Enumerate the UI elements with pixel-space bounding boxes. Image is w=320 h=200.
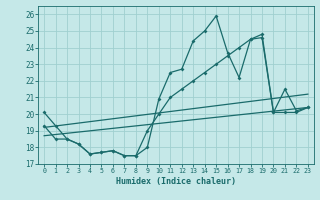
X-axis label: Humidex (Indice chaleur): Humidex (Indice chaleur) [116, 177, 236, 186]
